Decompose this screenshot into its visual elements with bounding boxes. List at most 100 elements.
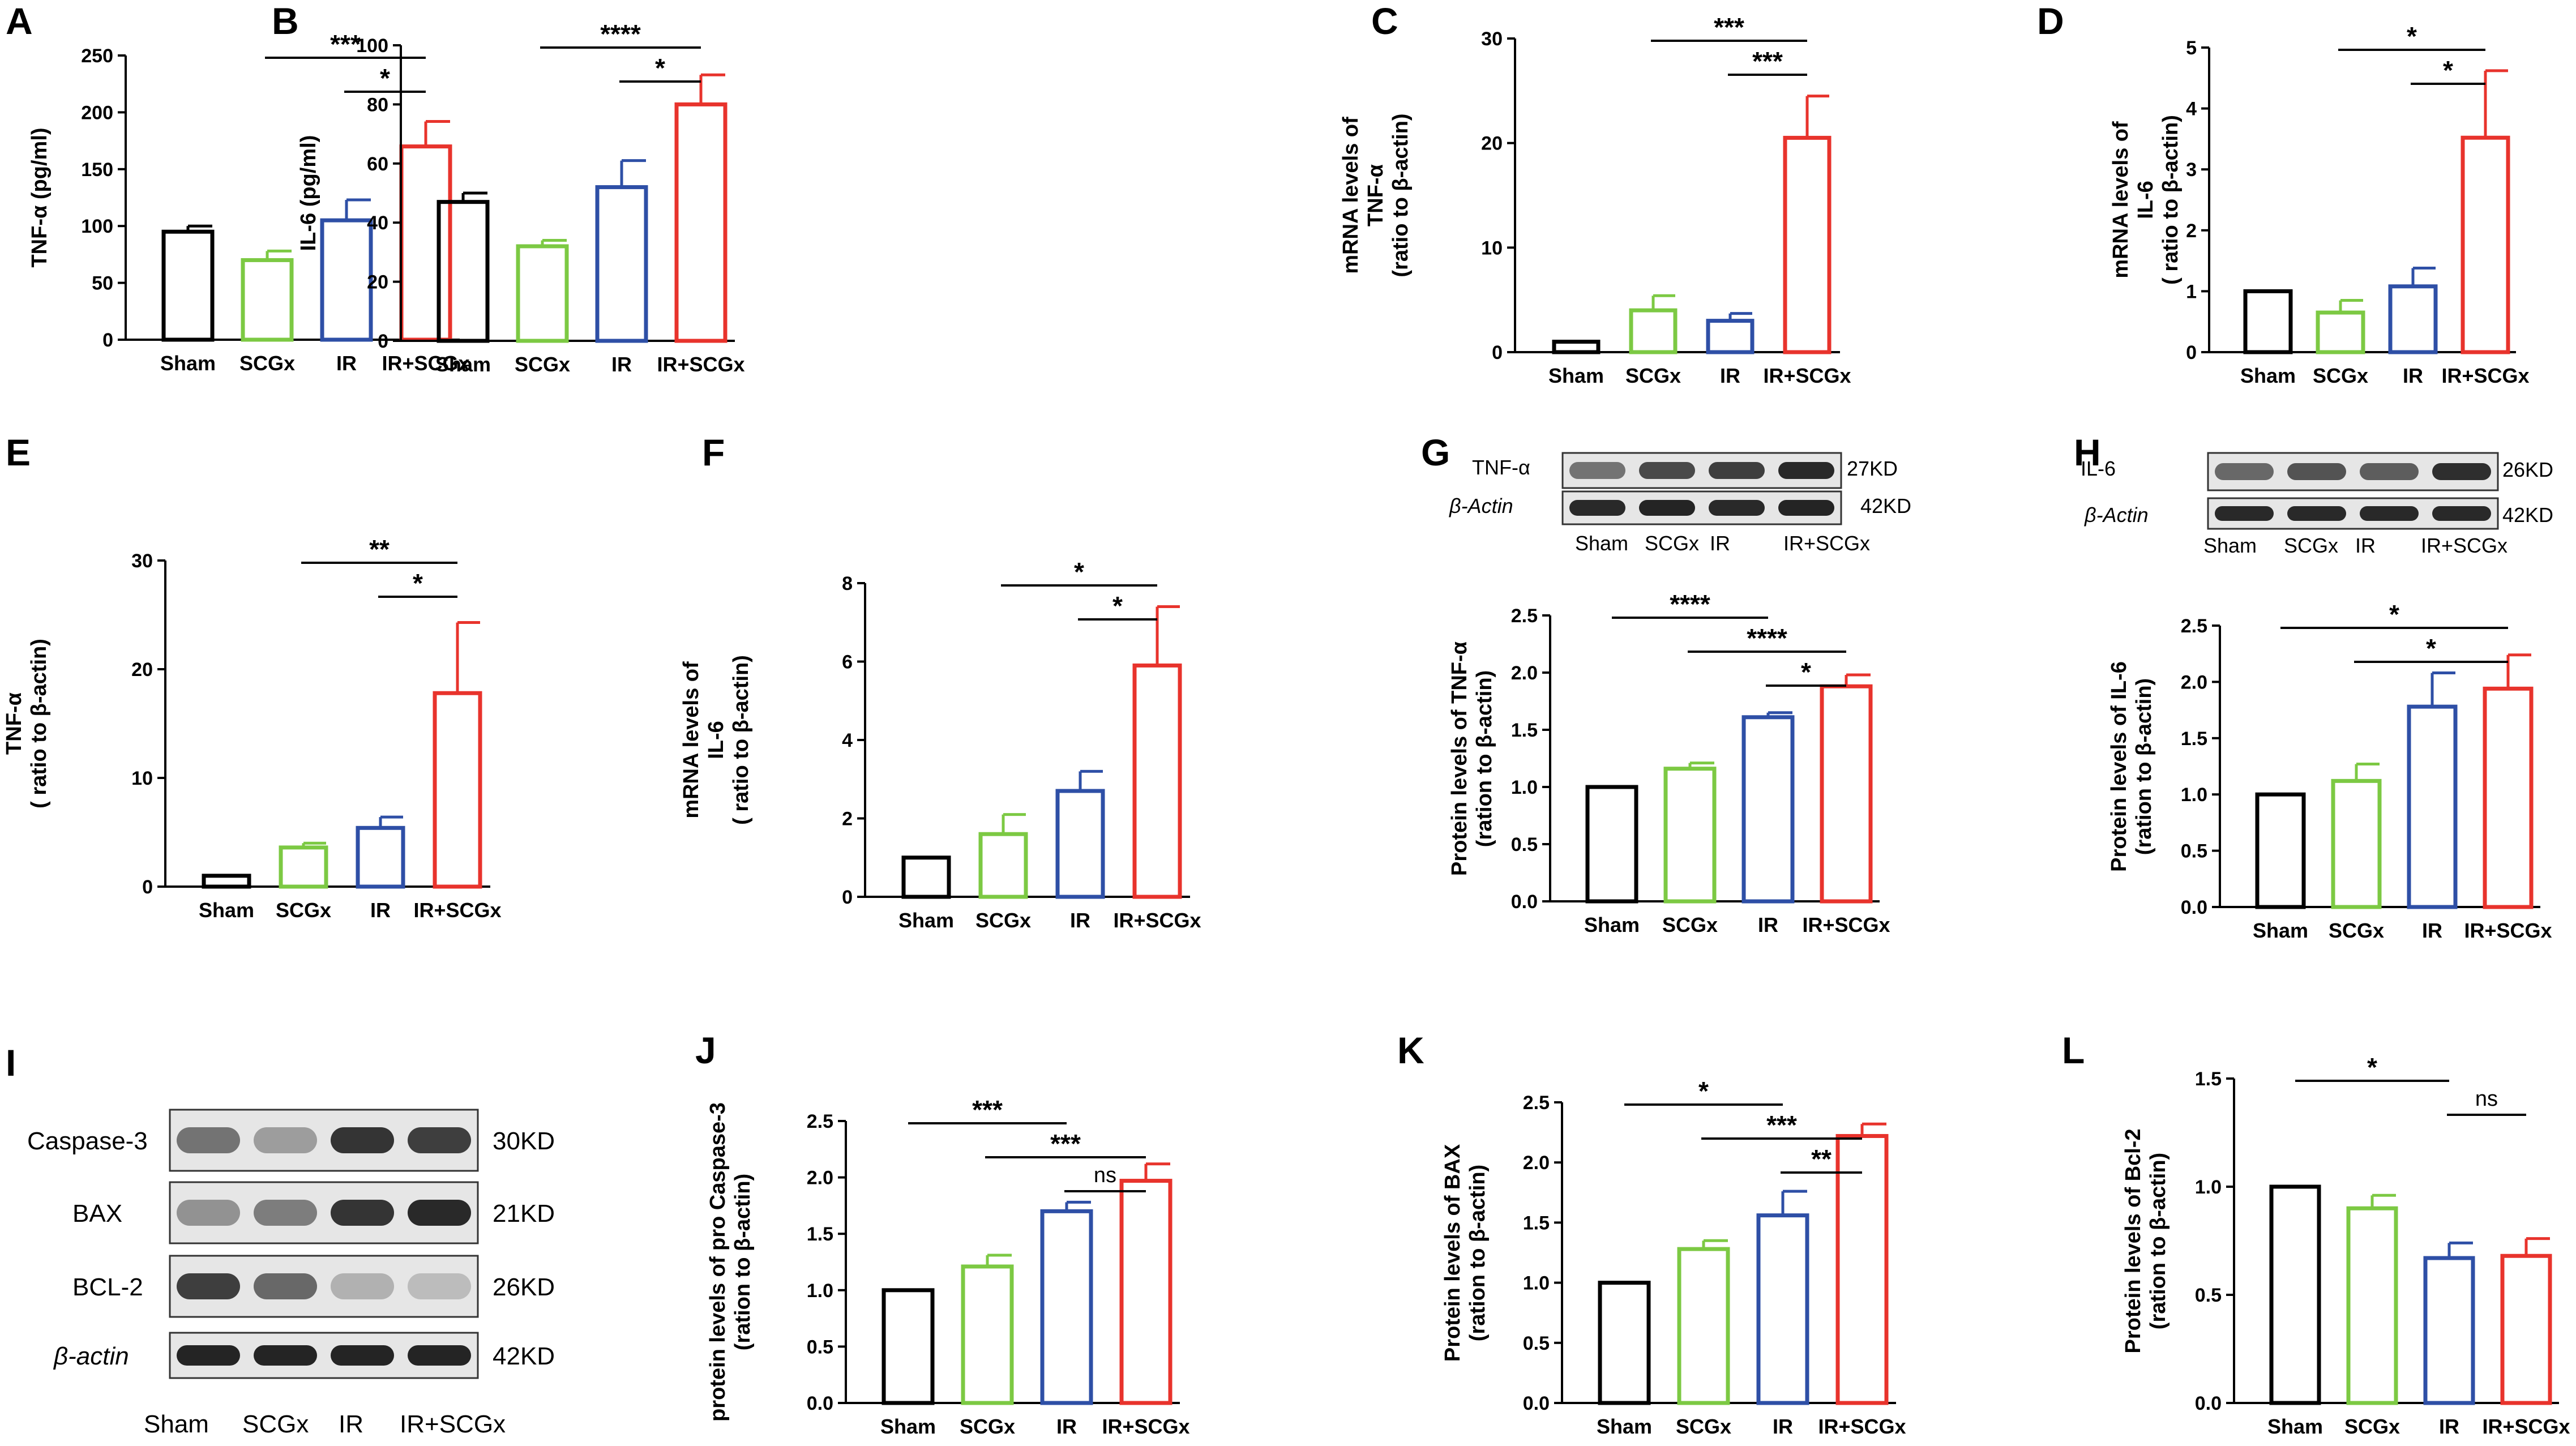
y-tick-label: 0.5 (1523, 1333, 1550, 1354)
x-tick-label: SCGx (2344, 1415, 2400, 1438)
blot-band (2287, 463, 2346, 480)
x-tick-label: Sham (199, 899, 254, 922)
blot-target-label: β-Actin (2084, 503, 2149, 527)
significance-label: *** (330, 29, 361, 59)
y-tick-label: 0 (142, 876, 153, 898)
y-tick-label: 100 (81, 216, 113, 237)
bar-scgx (961, 1264, 1014, 1405)
bar-sham (161, 229, 215, 342)
blot-band (2360, 506, 2419, 521)
bar-scgx (1663, 767, 1717, 904)
bar-irscgx (433, 691, 482, 889)
panel-letter: D (2037, 0, 2064, 42)
bar-irscgx (1835, 1133, 1889, 1405)
bar-ir (1756, 1213, 1809, 1405)
blot-band (2287, 506, 2346, 521)
x-tick-label: IR (2403, 364, 2423, 387)
y-tick-label: 0 (842, 887, 853, 908)
significance-label: * (2407, 22, 2417, 51)
blot-band (408, 1273, 471, 1299)
y-tick-label: 0 (102, 330, 113, 351)
blot-band (177, 1127, 240, 1153)
bar-irscgx (1820, 684, 1873, 904)
y-tick-label: 0.0 (807, 1393, 833, 1414)
significance-label: ns (2475, 1087, 2498, 1111)
chart-panel-j: J 0.0 0.5 1.0 1.5 2.0 2.5 protein levels of pro… (695, 1029, 1190, 1438)
blot-size-label: 42KD (1860, 494, 1911, 517)
blot-size-label: 30KD (493, 1127, 555, 1155)
y-axis-label: Protein levels of TNF-α (1448, 641, 1471, 876)
bar-irscgx (2483, 686, 2534, 909)
y-tick-label: 2 (842, 808, 853, 830)
panel-letter: G (1421, 431, 1450, 473)
y-tick-label: 0.5 (2195, 1285, 2222, 1306)
blot-band (2360, 463, 2419, 480)
bar-irscgx (399, 144, 452, 342)
y-axis-label: (ration to β-actin) (1466, 1165, 1490, 1341)
y-tick-label: 40 (367, 212, 388, 234)
x-tick-label: IR+SCGx (413, 899, 501, 922)
bar-ir (2407, 704, 2458, 909)
blot-i: I Caspase-3 30KD BAX 21KD BCL-2 26KD β-actin 42K… (6, 1042, 555, 1438)
blot-band (1569, 462, 1625, 479)
y-tick-label: 2.5 (807, 1111, 833, 1132)
significance-label: * (2426, 634, 2436, 663)
blot-band (1709, 462, 1765, 479)
significance-label: ** (369, 534, 390, 564)
blot-lane-label: Sham (1575, 532, 1628, 555)
blot-lane-label: SCGx (242, 1410, 309, 1438)
significance-label: * (380, 63, 390, 93)
significance-label: * (413, 568, 423, 598)
panel-letter: A (6, 0, 33, 42)
y-axis-label: (ration to β-actin) (1473, 670, 1496, 847)
blot-lane-label: IR+SCGx (400, 1410, 506, 1438)
y-axis-label: TNF-α (pg/ml) (28, 127, 52, 267)
blot-target-label: BAX (72, 1200, 122, 1227)
x-tick-label: SCGx (2313, 364, 2368, 387)
y-tick-label: 1.5 (2181, 728, 2207, 750)
x-tick-label: SCGx (2329, 919, 2384, 942)
bar-sham (2269, 1184, 2321, 1405)
x-tick-label: Sham (160, 352, 216, 375)
y-tick-label: 20 (131, 659, 153, 681)
panel-letter: F (702, 431, 725, 473)
panel-letter: I (6, 1042, 16, 1084)
significance-label: *** (1714, 12, 1744, 42)
y-tick-label: 1.0 (1523, 1273, 1550, 1294)
significance-label: **** (600, 19, 641, 49)
x-tick-label: IR (1720, 364, 1740, 387)
y-tick-label: 3 (2186, 159, 2197, 181)
blot-size-label: 21KD (493, 1200, 555, 1227)
bar-ir (1706, 319, 1755, 354)
y-tick-label: 0 (1492, 342, 1503, 363)
blot-band (177, 1345, 240, 1366)
blot-band (1709, 500, 1765, 516)
y-tick-label: 0 (378, 331, 388, 352)
blot-target-label: Caspase-3 (27, 1127, 148, 1155)
y-axis-label: TNF-α (2, 692, 26, 755)
y-axis-label: TNF-α (1364, 164, 1388, 226)
blot-band (2432, 463, 2491, 480)
x-tick-label: IR+SCGx (1113, 909, 1201, 932)
significance-label: *** (1050, 1129, 1081, 1158)
blot-band (254, 1127, 317, 1153)
significance-label: ** (1811, 1144, 1832, 1174)
blot-band (254, 1273, 317, 1299)
x-tick-label: SCGx (239, 352, 295, 375)
x-tick-label: IR+SCGx (1802, 913, 1890, 936)
significance-label: **** (1747, 623, 1787, 653)
significance-label: * (1698, 1076, 1709, 1106)
panel-letter: C (1371, 0, 1398, 42)
blot-lane-label: IR+SCGx (2421, 534, 2507, 557)
y-tick-label: 200 (81, 102, 113, 123)
blot-target-label: TNF-α (1472, 456, 1530, 479)
x-tick-label: Sham (2267, 1415, 2323, 1438)
blot-band (2432, 506, 2491, 521)
blot-target-label: β-actin (53, 1342, 129, 1370)
blot-size-label: 42KD (493, 1342, 555, 1370)
x-tick-label: SCGx (1662, 913, 1718, 936)
panel-letter: L (2062, 1029, 2085, 1071)
y-tick-label: 1.0 (2195, 1177, 2222, 1198)
y-tick-label: 4 (2186, 99, 2197, 120)
